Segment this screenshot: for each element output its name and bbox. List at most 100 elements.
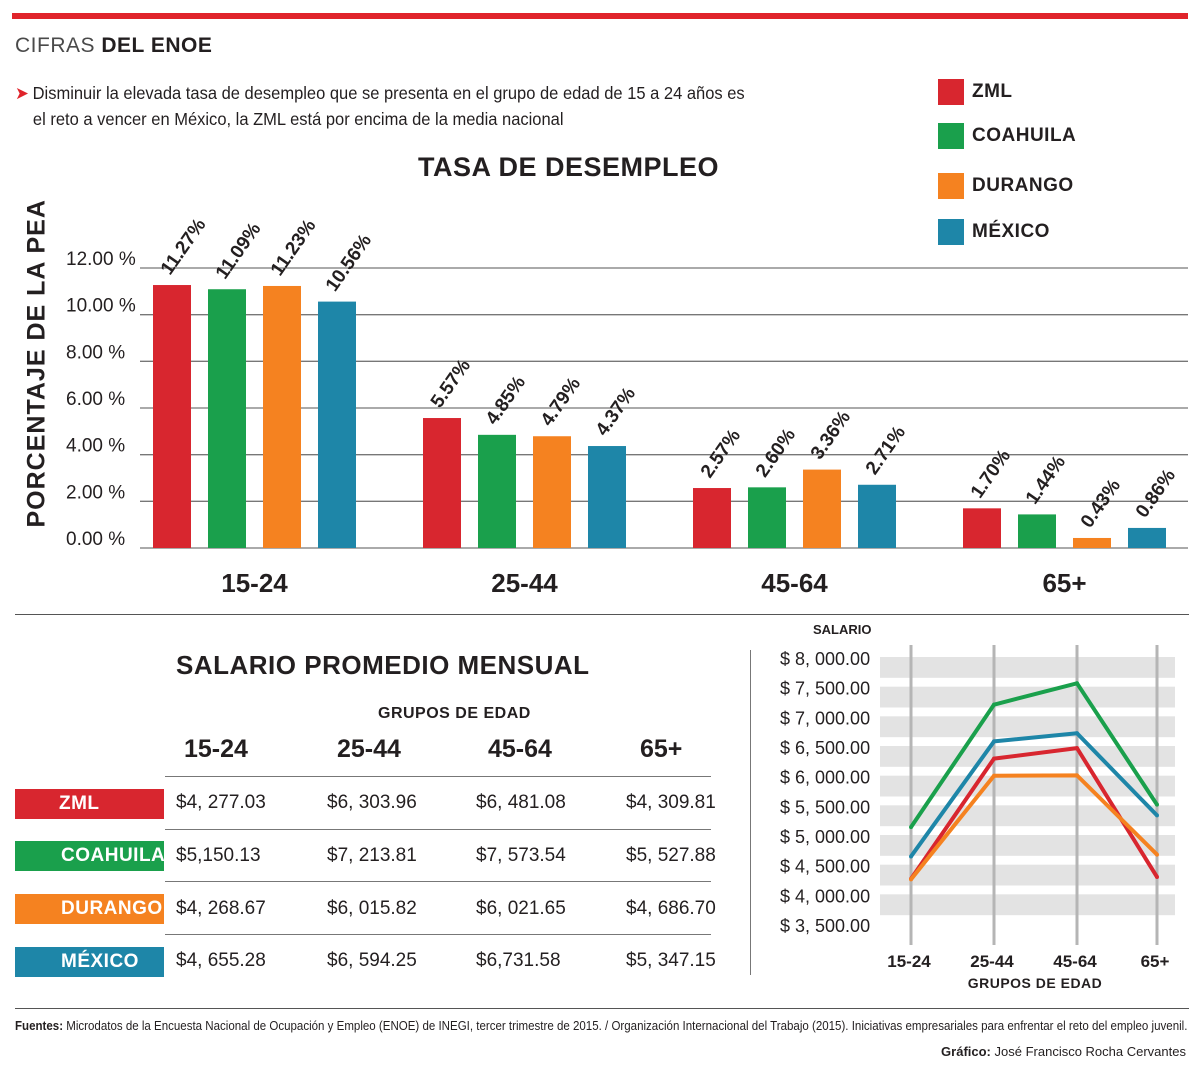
y-tick-label: $ 8, 000.00 xyxy=(780,649,870,669)
sources-label: Fuentes: xyxy=(15,1019,64,1033)
bar-méxico-15-24 xyxy=(318,301,356,548)
bar-data-label: 4.85% xyxy=(482,372,530,428)
legend-label: DURANGO xyxy=(972,175,1074,196)
salary-row-label-coahuila: COAHUILA xyxy=(15,841,165,871)
line-point xyxy=(1075,731,1079,736)
bar-zml-25-44 xyxy=(423,418,461,548)
y-tick-label: $ 3, 500.00 xyxy=(780,916,870,936)
intro-line-1: ➤ Disminuir la elevada tasa de desempleo … xyxy=(15,80,745,106)
salary-col-65: 65+ xyxy=(640,735,683,763)
x-tick-label: 25-44 xyxy=(970,952,1014,971)
y-tick-label: $ 4, 000.00 xyxy=(780,886,870,906)
unemployment-chart-title: TASA DE DESEMPLEO xyxy=(418,152,720,182)
line-point xyxy=(1075,681,1079,686)
sources-text: Microdatos de la Encuesta Nacional de Oc… xyxy=(66,1019,1188,1033)
bar-data-label: 0.43% xyxy=(1077,476,1125,532)
y-tick-label: 2.00 % xyxy=(66,482,125,503)
salary-cell: $6, 481.08 xyxy=(476,792,566,813)
category-label: 15-24 xyxy=(221,568,288,598)
salary-col-25-44: 25-44 xyxy=(337,735,401,763)
legend-item-zml: ZML xyxy=(938,78,1013,106)
bar-zml-15-24 xyxy=(153,285,191,548)
salary-cell: $5, 527.88 xyxy=(626,845,716,866)
salary-group-title: GRUPOS DE EDAD xyxy=(378,705,531,722)
x-tick-label: 15-24 xyxy=(887,952,931,971)
legend-label: ZML xyxy=(972,81,1013,102)
bar-data-label: 10.56% xyxy=(322,231,376,296)
salary-cell: $6, 015.82 xyxy=(327,898,417,919)
legend-label: COAHUILA xyxy=(972,125,1077,146)
arrow-icon: ➤ xyxy=(15,83,29,103)
line-méxico xyxy=(909,731,1159,858)
salary-cell: $4, 277.03 xyxy=(176,792,266,813)
bar-data-label: 11.23% xyxy=(267,216,321,280)
bar-coahuila-45-64 xyxy=(748,487,786,548)
bar-durango-65+ xyxy=(1073,537,1111,548)
bar-zml-45-64 xyxy=(693,488,731,548)
legend-swatch xyxy=(938,79,964,105)
bar-data-label: 2.71% xyxy=(862,422,910,478)
top-accent-bar xyxy=(12,13,1188,19)
line-point xyxy=(909,854,913,859)
salary-row-label-durango: DURANGO xyxy=(15,894,164,924)
salary-line-chart: SALARIO $ 8, 000.00 $ 7, 500.00 $ 7, 000.00… xyxy=(780,622,1175,991)
bar-data-label: 11.27% xyxy=(157,215,211,279)
bar-méxico-65+ xyxy=(1128,527,1166,548)
bar-durango-15-24 xyxy=(263,285,301,548)
bar-data-label: 1.44% xyxy=(1022,452,1070,508)
y-tick-label: 8.00 % xyxy=(66,342,125,363)
salary-cell: $5, 347.15 xyxy=(626,950,716,971)
y-tick-label: 10.00 % xyxy=(66,296,136,317)
row-label-text: ZML xyxy=(59,793,100,814)
salary-cell: $7, 573.54 xyxy=(476,845,566,866)
bar-data-label: 4.37% xyxy=(592,384,640,440)
line-point xyxy=(909,825,913,830)
section-header: CIFRAS DEL ENOE xyxy=(15,34,212,58)
y-tick-label: $ 4, 500.00 xyxy=(780,857,870,877)
line-point xyxy=(1075,773,1079,778)
bar-coahuila-15-24 xyxy=(208,289,246,548)
y-tick-label: $ 6, 000.00 xyxy=(780,768,870,788)
salary-table-title: SALARIO PROMEDIO MENSUAL xyxy=(176,650,590,680)
grid-band xyxy=(880,657,1175,678)
salary-col-45-64: 45-64 xyxy=(488,735,552,763)
salary-cell: $5,150.13 xyxy=(176,845,261,866)
x-tick-label: 45-64 xyxy=(1053,952,1097,971)
legend-swatch xyxy=(938,173,964,199)
grid-band xyxy=(880,775,1175,797)
table-rule xyxy=(165,881,711,882)
line-coahuila xyxy=(909,681,1159,829)
bar-data-label: 5.57% xyxy=(427,356,475,412)
section-divider xyxy=(15,614,1189,615)
salary-cell: $6,731.58 xyxy=(476,950,561,971)
salary-col-15-24: 15-24 xyxy=(184,735,248,763)
legend-label: MÉXICO xyxy=(972,221,1050,242)
footer-divider xyxy=(15,1008,1189,1009)
category-label: 45-64 xyxy=(761,568,828,598)
line-point xyxy=(992,756,996,761)
header-light: CIFRAS xyxy=(15,34,96,57)
y-tick-label: 4.00 % xyxy=(66,436,125,457)
legend-swatch xyxy=(938,219,964,245)
line-chart-title: SALARIO xyxy=(813,622,872,637)
legend-swatch xyxy=(938,123,964,149)
y-tick-label: 6.00 % xyxy=(66,389,125,410)
header-bold: DEL ENOE xyxy=(101,34,213,57)
salary-cell: $6, 303.96 xyxy=(327,792,417,813)
bar-data-label: 2.60% xyxy=(752,425,800,481)
bar-data-label: 11.09% xyxy=(212,219,266,283)
grid-band xyxy=(880,716,1175,738)
y-tick-label: 0.00 % xyxy=(66,529,125,550)
credit-label: Gráfico: xyxy=(941,1044,991,1059)
intro-line-1-text: Disminuir la elevada tasa de desempleo q… xyxy=(32,83,745,103)
line-point xyxy=(1155,813,1159,818)
line-point xyxy=(909,877,913,882)
y-tick-label: $ 6, 500.00 xyxy=(780,738,870,758)
bar-méxico-25-44 xyxy=(588,446,626,548)
table-rule xyxy=(165,934,711,935)
salary-cell: $4, 655.28 xyxy=(176,950,266,971)
line-point xyxy=(992,702,996,707)
y-tick-label: 12.00 % xyxy=(66,249,136,270)
salary-cell: $6, 021.65 xyxy=(476,898,566,919)
grid-band xyxy=(880,864,1175,886)
